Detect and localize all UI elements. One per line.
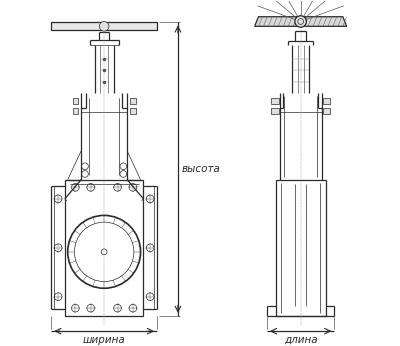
Circle shape <box>99 21 109 31</box>
Bar <box>323 108 330 113</box>
Bar <box>65 180 144 316</box>
Text: высота: высота <box>182 164 221 174</box>
Bar <box>271 98 279 104</box>
Bar <box>52 22 157 30</box>
Text: ширина: ширина <box>83 335 126 345</box>
Polygon shape <box>255 17 347 26</box>
Bar <box>72 98 78 104</box>
Text: длина: длина <box>284 335 318 345</box>
Circle shape <box>295 16 306 27</box>
Bar <box>271 108 279 113</box>
Bar <box>323 98 330 104</box>
Bar <box>130 108 136 113</box>
Bar <box>130 98 136 104</box>
Bar <box>72 108 78 113</box>
